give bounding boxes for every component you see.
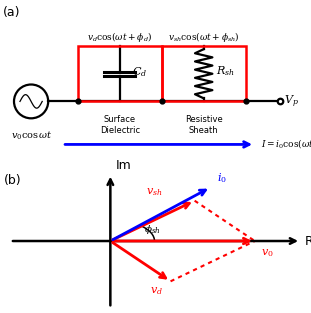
Text: $v_0$: $v_0$ [261,247,274,259]
Text: $\phi_{sh}$: $\phi_{sh}$ [145,223,161,236]
Text: $R_{sh}$: $R_{sh}$ [216,64,235,78]
Text: $v_{sh}\cos(\omega t+\phi_{sh})$: $v_{sh}\cos(\omega t+\phi_{sh})$ [168,30,239,44]
Text: $v_0 \cos \omega t$: $v_0 \cos \omega t$ [11,129,53,141]
Text: $I = i_0\cos(\omega t + \phi_{sh})$: $I = i_0\cos(\omega t + \phi_{sh})$ [261,137,311,151]
Text: (a): (a) [3,6,21,19]
Bar [78,46,162,101]
Text: $v_{sh}$: $v_{sh}$ [146,186,163,198]
Text: Resistive
Sheath: Resistive Sheath [185,115,223,135]
Text: $v_d\cos(\omega t+\phi_d)$: $v_d\cos(\omega t+\phi_d)$ [87,30,152,44]
Text: (b): (b) [4,174,22,187]
Text: $V_p$: $V_p$ [284,93,299,110]
Text: $v_d$: $v_d$ [150,285,163,297]
Text: $C_d$: $C_d$ [132,65,147,79]
Text: $i_0$: $i_0$ [217,172,227,185]
Text: Re: Re [305,234,311,248]
Text: Surface
Dielectric: Surface Dielectric [100,115,140,135]
Text: Im: Im [115,159,131,172]
Bar [162,46,246,101]
